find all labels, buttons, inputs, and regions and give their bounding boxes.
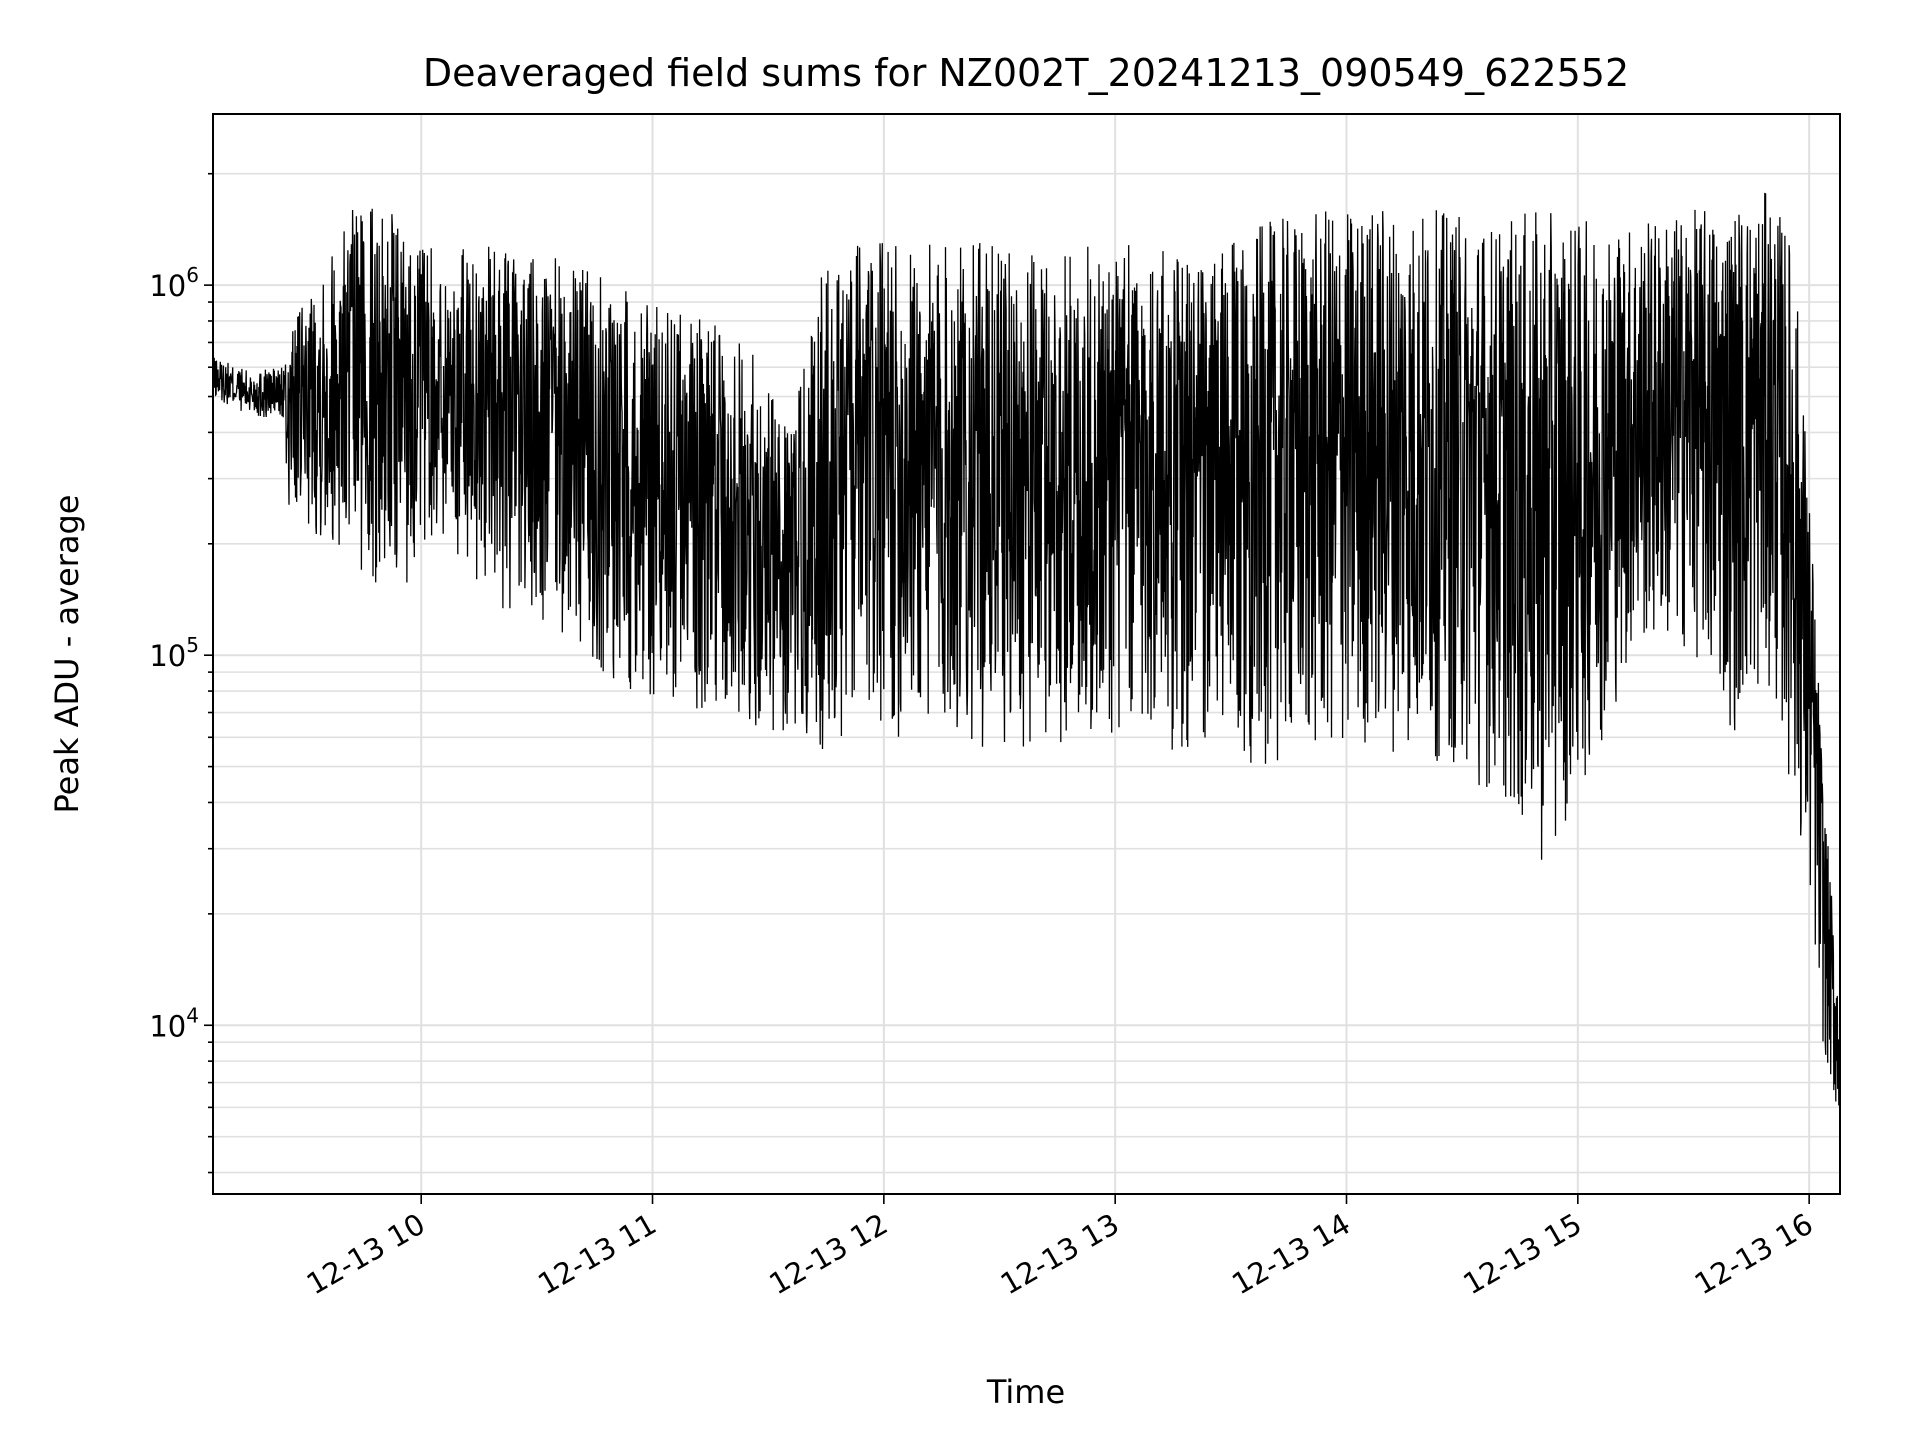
y-tick-label: 105 xyxy=(149,633,199,673)
data-layer xyxy=(212,192,1841,1106)
y-tick-exponent: 6 xyxy=(186,263,199,287)
y-tick-exponent: 5 xyxy=(186,633,199,657)
y-tick-label: 104 xyxy=(149,1003,199,1043)
y-tick-base: 10 xyxy=(149,1009,186,1043)
y-tick-base: 10 xyxy=(149,269,186,303)
y-axis-title: Peak ADU - average xyxy=(48,495,86,814)
series-line xyxy=(212,192,1841,1106)
x-axis-title: Time xyxy=(986,1373,1065,1411)
y-tick-label: 106 xyxy=(149,263,199,303)
plot-frame xyxy=(212,113,1841,1195)
y-tick-base: 10 xyxy=(149,639,186,673)
chart-title: Deaveraged field sums for NZ002T_2024121… xyxy=(423,51,1629,95)
y-tick-exponent: 4 xyxy=(186,1003,199,1027)
